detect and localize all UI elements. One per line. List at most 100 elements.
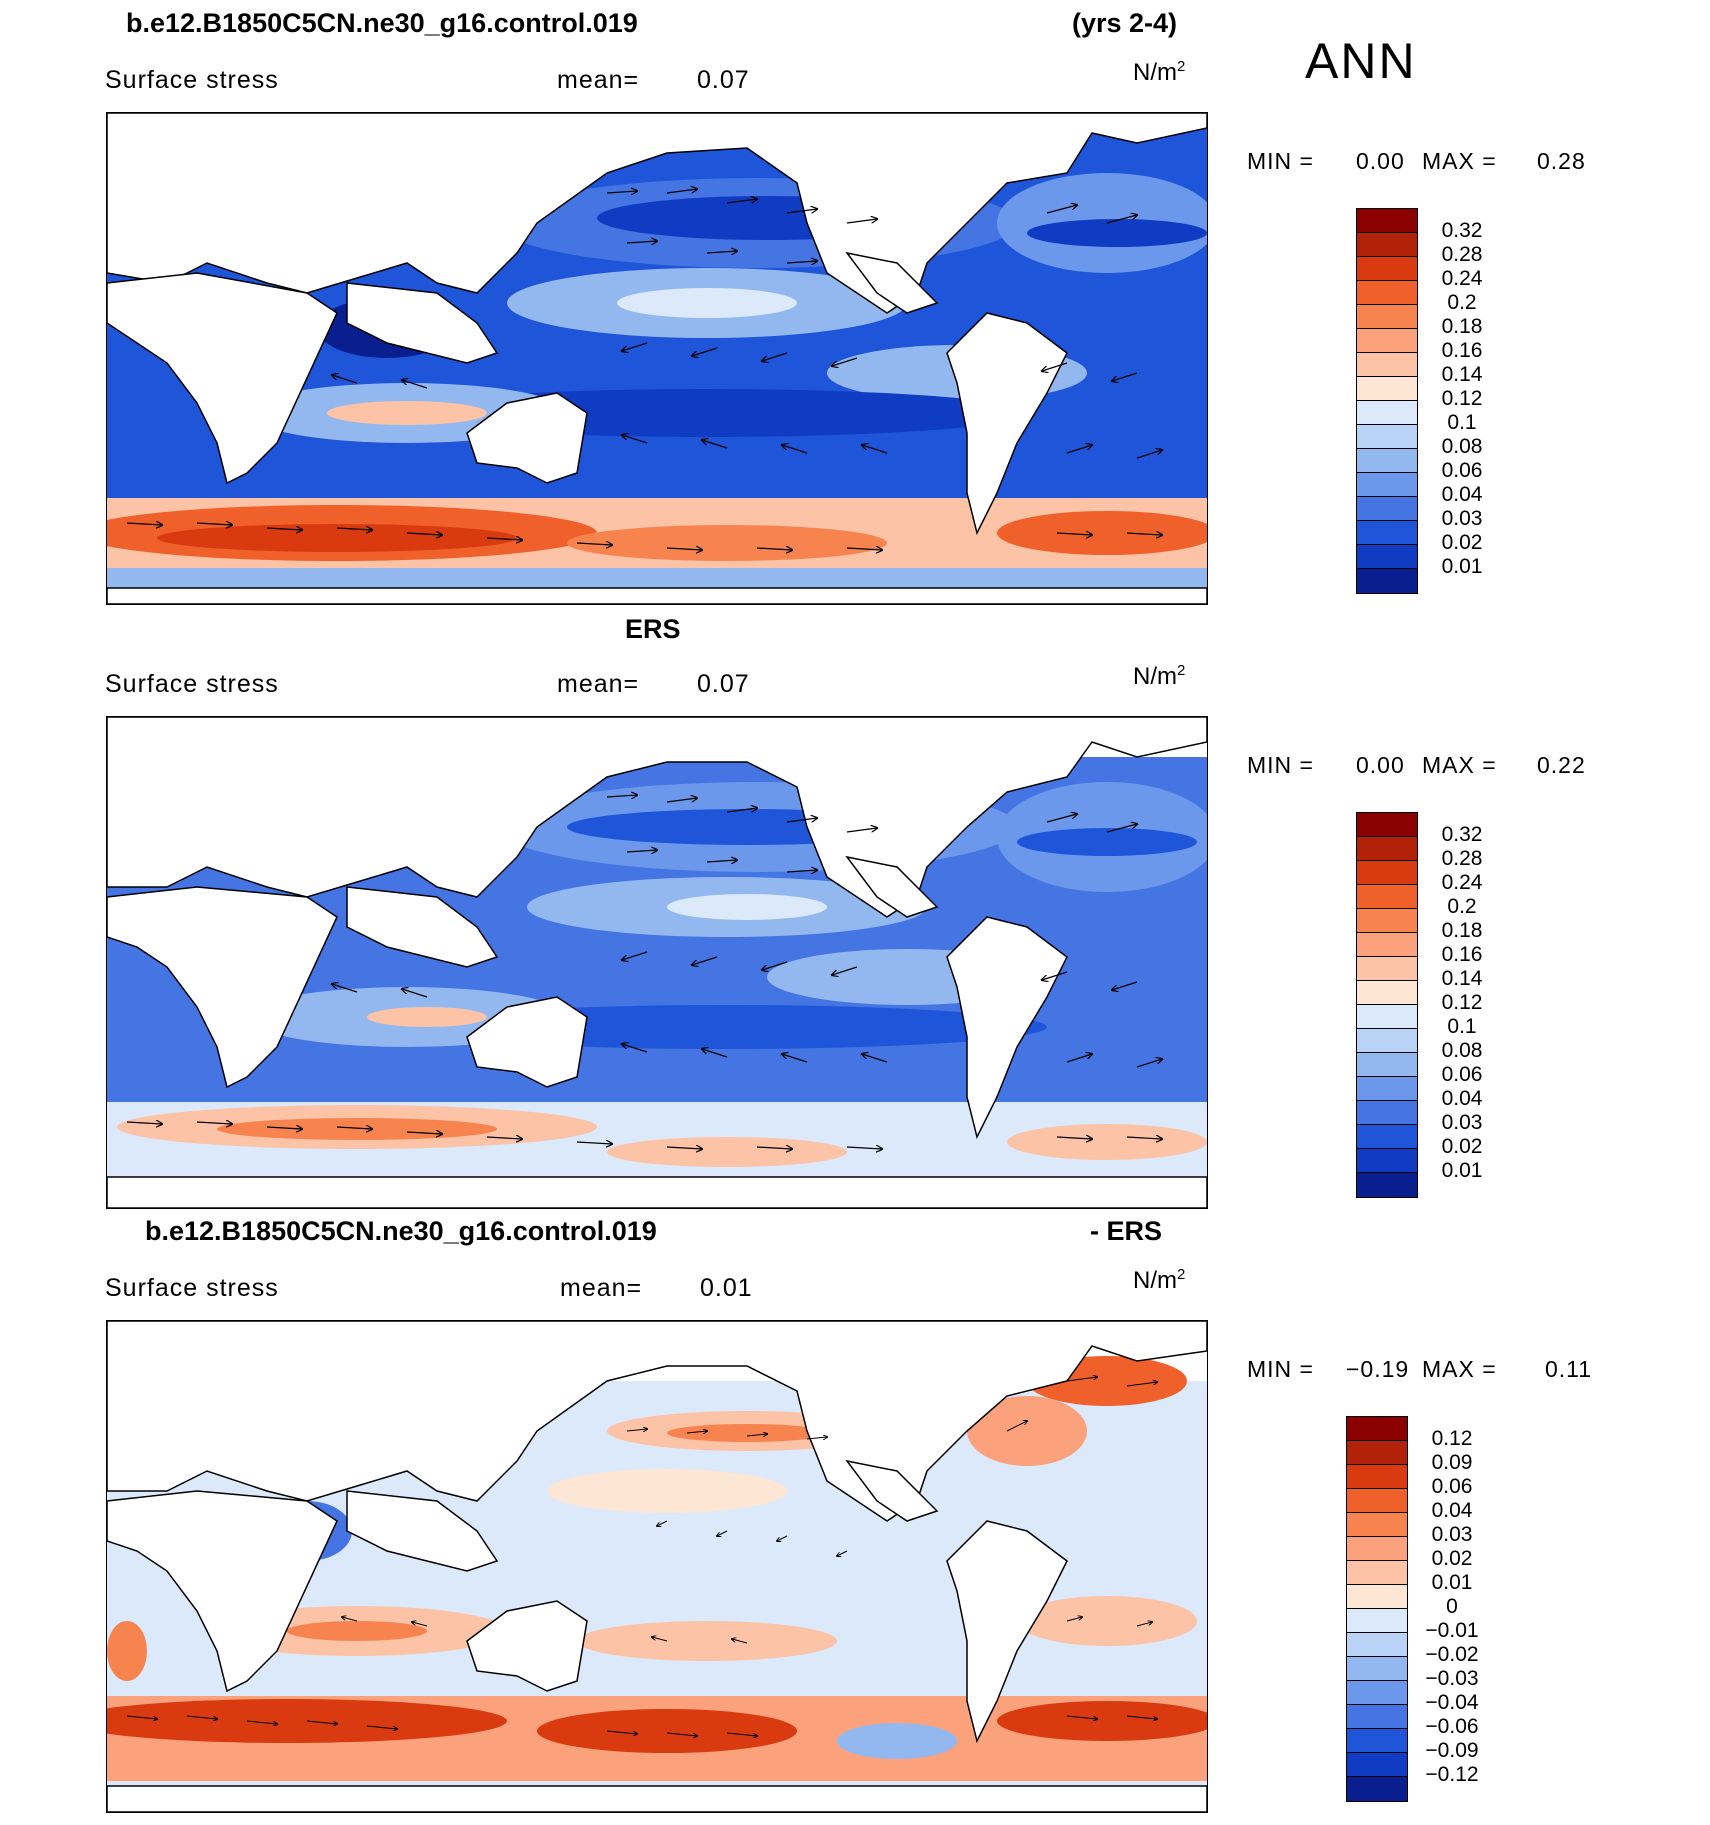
colorbar-tick-label: 0.06 [1441, 1063, 1483, 1086]
panel2-min-value: 0.00 [1356, 752, 1405, 778]
colorbar-segment [1357, 1005, 1417, 1029]
colorbar-segment [1357, 257, 1417, 281]
colorbar-tick-label: 0.09 [1431, 1451, 1473, 1474]
panel2-title: ERS [625, 614, 681, 644]
colorbar-tick-label: 0.2 [1447, 895, 1477, 918]
colorbar-tick-label: 0.16 [1441, 943, 1483, 966]
colorbar-segment [1357, 377, 1417, 401]
colorbar-segment [1357, 1173, 1417, 1197]
colorbar-tick-label: −0.06 [1425, 1715, 1479, 1738]
colorbar-segment [1357, 1101, 1417, 1125]
panel2-unit-sup: 2 [1177, 662, 1186, 679]
panel3-mean-label: mean= [560, 1274, 643, 1302]
panel1-unit-text: N/m [1133, 59, 1177, 86]
panel2-unit: N/m2 [1133, 662, 1185, 691]
colorbar-segment [1347, 1417, 1407, 1441]
panel3-unit: N/m2 [1133, 1266, 1185, 1295]
colorbar-segment [1357, 473, 1417, 497]
colorbar-segment [1357, 353, 1417, 377]
colorbar-tick-label: 0.28 [1441, 243, 1483, 266]
colorbar-tick-label: 0.12 [1431, 1427, 1473, 1450]
colorbar-tick-label: 0.02 [1441, 531, 1483, 554]
colorbar-1 [1356, 208, 1418, 594]
model-map-graphic [107, 113, 1207, 604]
colorbar-tick-label: 0.14 [1441, 363, 1483, 386]
colorbar-segment [1347, 1561, 1407, 1585]
colorbar-tick-label: 0.01 [1431, 1571, 1473, 1594]
panel2-mean-value: 0.07 [697, 670, 750, 698]
panel1-max-value: 0.28 [1537, 148, 1586, 174]
colorbar-tick-label: −0.04 [1425, 1691, 1479, 1714]
colorbar-tick-label: 0.06 [1431, 1475, 1473, 1498]
colorbar-segment [1357, 957, 1417, 981]
colorbar-segment [1347, 1609, 1407, 1633]
colorbar-tick-label: 0.06 [1441, 459, 1483, 482]
colorbar-tick-label: −0.09 [1425, 1739, 1479, 1762]
colorbar-segment [1357, 401, 1417, 425]
colorbar-tick-label: 0.04 [1441, 1087, 1483, 1110]
colorbar-segment [1347, 1753, 1407, 1777]
colorbar-segment [1357, 497, 1417, 521]
colorbar-tick-label: 0.2 [1447, 291, 1477, 314]
panel3-variable: Surface stress [105, 1274, 279, 1302]
panel1-max-label: MAX = [1422, 148, 1497, 174]
colorbar-tick-label: 0.32 [1441, 219, 1483, 242]
colorbar-tick-label: −0.12 [1425, 1763, 1479, 1786]
colorbar-segment [1357, 1029, 1417, 1053]
colorbar-tick-label: 0.16 [1441, 339, 1483, 362]
panel1-mean-value: 0.07 [697, 66, 750, 94]
colorbar-segment [1347, 1585, 1407, 1609]
panel2-variable: Surface stress [105, 670, 279, 698]
panel1-min-label: MIN = [1247, 148, 1314, 174]
difference-map-graphic [107, 1321, 1207, 1812]
colorbar-segment [1357, 837, 1417, 861]
colorbar-segment [1347, 1729, 1407, 1753]
colorbar-segment [1357, 909, 1417, 933]
colorbar-tick-label: 0.02 [1441, 1135, 1483, 1158]
panel1-unit: N/m2 [1133, 58, 1185, 87]
colorbar-segment [1347, 1465, 1407, 1489]
colorbar-segment [1357, 1053, 1417, 1077]
colorbar-segment [1357, 209, 1417, 233]
colorbar-tick-label: −0.01 [1425, 1619, 1479, 1642]
colorbar-tick-label: 0.12 [1441, 387, 1483, 410]
colorbar-tick-label: 0.1 [1447, 1015, 1477, 1038]
panel2-max-value: 0.22 [1537, 752, 1586, 778]
ers-surface-stress-map [106, 716, 1208, 1209]
panel3-title-right: - ERS [1090, 1216, 1163, 1246]
colorbar-tick-label: 0.01 [1441, 555, 1483, 578]
colorbar-tick-label: 0.04 [1441, 483, 1483, 506]
colorbar-segment [1357, 233, 1417, 257]
colorbar-tick-label: −0.02 [1425, 1643, 1479, 1666]
colorbar-segment [1357, 813, 1417, 837]
colorbar-tick-label: 0.02 [1431, 1547, 1473, 1570]
colorbar-segment [1357, 305, 1417, 329]
panel2-max-label: MAX = [1422, 752, 1497, 778]
panel3-min-label: MIN = [1247, 1356, 1314, 1382]
colorbar-tick-label: 0.12 [1441, 991, 1483, 1014]
colorbar-segment [1357, 281, 1417, 305]
colorbar-tick-label: 0.08 [1441, 1039, 1483, 1062]
panel2-mean-label: mean= [557, 670, 640, 698]
colorbar-tick-label: 0.01 [1441, 1159, 1483, 1182]
colorbar-segment [1347, 1633, 1407, 1657]
panel1-unit-sup: 2 [1177, 58, 1186, 75]
colorbar-tick-label: 0.28 [1441, 847, 1483, 870]
colorbar-tick-label: 0.18 [1441, 315, 1483, 338]
colorbar-tick-label: 0.32 [1441, 823, 1483, 846]
colorbar-2 [1356, 812, 1418, 1198]
colorbar-tick-label: 0.24 [1441, 871, 1483, 894]
colorbar-segment [1357, 545, 1417, 569]
colorbar-tick-label: 0.18 [1441, 919, 1483, 942]
panel3-unit-text: N/m [1133, 1267, 1177, 1294]
colorbar-segment [1357, 933, 1417, 957]
colorbar-segment [1347, 1705, 1407, 1729]
colorbar-tick-label: 0.1 [1447, 411, 1477, 434]
colorbar-segment [1357, 329, 1417, 353]
panel3-unit-sup: 2 [1177, 1266, 1186, 1283]
season-label: ANN [1305, 33, 1417, 89]
colorbar-tick-label: 0.04 [1431, 1499, 1473, 1522]
colorbar-tick-label: 0.08 [1441, 435, 1483, 458]
colorbar-segment [1357, 861, 1417, 885]
colorbar-tick-label: −0.03 [1425, 1667, 1479, 1690]
